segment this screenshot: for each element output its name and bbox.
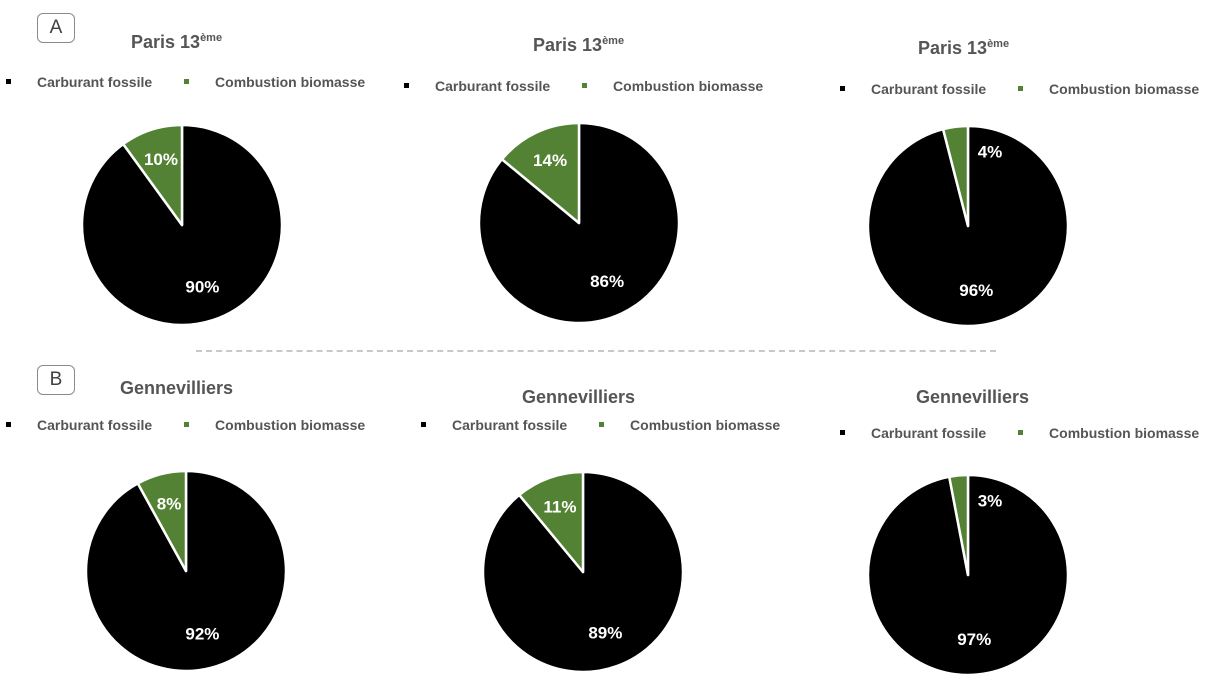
legend-label-fossil: Carburant fossile xyxy=(871,80,987,97)
chart-title: Gennevilliers xyxy=(522,387,635,408)
legend-item-biomass: Combustion biomasse xyxy=(184,74,365,90)
chart-title-text: Paris 13 xyxy=(918,38,988,58)
legend-label-biomass: Combustion biomasse xyxy=(613,77,764,94)
chart-legend: Carburant fossile Combustion biomasse xyxy=(840,78,1199,97)
legend-swatch-biomass xyxy=(599,422,605,427)
legend-label-biomass: Combustion biomasse xyxy=(1049,80,1200,97)
legend-item-fossil: Carburant fossile xyxy=(6,74,152,90)
legend-swatch-fossil xyxy=(840,430,845,435)
legend-label-fossil: Carburant fossile xyxy=(37,416,153,433)
data-label-fossil: 96% xyxy=(959,281,993,300)
data-label-biomass: 14% xyxy=(533,151,567,170)
legend-label-biomass: Combustion biomasse xyxy=(630,416,781,433)
data-label-fossil: 92% xyxy=(185,624,219,643)
chart-title-sup: ème xyxy=(602,35,625,47)
chart-title-sup: ème xyxy=(987,38,1010,50)
legend-item-biomass: Combustion biomasse xyxy=(1018,81,1199,97)
data-label-biomass: 11% xyxy=(543,498,576,517)
chart-legend: Carburant fossile Combustion biomasse xyxy=(421,414,780,433)
legend-swatch-fossil xyxy=(404,83,409,88)
legend-swatch-fossil xyxy=(421,422,426,427)
legend-label-biomass: Combustion biomasse xyxy=(1049,424,1200,441)
chart-title-sup: ème xyxy=(200,32,223,44)
chart-legend: Carburant fossile Combustion biomasse xyxy=(6,414,365,433)
pie-svg: 86% 14% xyxy=(477,121,681,325)
data-label-biomass: 8% xyxy=(157,495,182,514)
pie-svg: 97% 3% xyxy=(866,473,1070,675)
data-label-fossil: 86% xyxy=(590,272,624,291)
chart-title-text: Paris 13 xyxy=(131,32,201,52)
legend-item-biomass: Combustion biomasse xyxy=(582,78,763,94)
data-label-fossil: 97% xyxy=(957,630,991,649)
pie-slice-biomass xyxy=(518,470,585,574)
chart-legend: Carburant fossile Combustion biomasse xyxy=(840,422,1199,441)
legend-item-fossil: Carburant fossile xyxy=(404,78,550,94)
chart-title-text: Gennevilliers xyxy=(522,387,636,407)
legend-swatch-fossil xyxy=(6,422,11,427)
data-label-biomass: 10% xyxy=(144,150,178,169)
pie-slice-biomass xyxy=(121,123,184,227)
legend-label-fossil: Carburant fossile xyxy=(871,424,987,441)
legend-item-biomass: Combustion biomasse xyxy=(1018,425,1199,441)
pie-svg: 89% 11% xyxy=(481,470,685,674)
pie-slice-biomass xyxy=(500,121,581,225)
legend-swatch-fossil xyxy=(840,86,845,91)
chart-legend: Carburant fossile Combustion biomasse xyxy=(6,71,365,90)
legend-swatch-biomass xyxy=(1018,86,1024,91)
panel-label-b: B xyxy=(37,365,75,395)
section-divider xyxy=(196,350,996,352)
legend-swatch-biomass xyxy=(184,422,190,427)
data-label-fossil: 90% xyxy=(185,277,219,296)
legend-item-biomass: Combustion biomasse xyxy=(599,417,780,433)
pie-slice-biomass xyxy=(136,469,188,573)
chart-title: Paris 13ème xyxy=(918,38,1009,59)
legend-item-biomass: Combustion biomasse xyxy=(184,417,365,433)
chart-legend: Carburant fossile Combustion biomasse xyxy=(404,75,763,94)
pie-slice-biomass xyxy=(948,473,970,577)
legend-swatch-biomass xyxy=(582,83,588,88)
chart-title: Paris 13ème xyxy=(533,35,624,56)
pie-svg: 90% 10% xyxy=(80,123,284,327)
legend-swatch-fossil xyxy=(6,79,11,84)
panel-label-a: A xyxy=(37,13,75,43)
chart-title: Gennevilliers xyxy=(120,378,233,399)
chart-title-text: Paris 13 xyxy=(533,35,603,55)
legend-item-fossil: Carburant fossile xyxy=(6,417,152,433)
chart-title-text: Gennevilliers xyxy=(916,387,1030,407)
legend-swatch-biomass xyxy=(184,79,190,84)
legend-label-fossil: Carburant fossile xyxy=(435,77,551,94)
pie-svg: 92% 8% xyxy=(84,469,288,673)
legend-label-biomass: Combustion biomasse xyxy=(215,73,366,90)
legend-item-fossil: Carburant fossile xyxy=(840,425,986,441)
legend-item-fossil: Carburant fossile xyxy=(840,81,986,97)
data-label-fossil: 89% xyxy=(588,624,622,643)
pie-slice-biomass xyxy=(941,124,970,228)
legend-label-biomass: Combustion biomasse xyxy=(215,416,366,433)
pie-svg: 96% 4% xyxy=(866,124,1070,328)
legend-item-fossil: Carburant fossile xyxy=(421,417,567,433)
legend-swatch-biomass xyxy=(1018,430,1024,435)
data-label-biomass: 4% xyxy=(978,142,1003,161)
chart-title-text: Gennevilliers xyxy=(120,378,234,398)
legend-label-fossil: Carburant fossile xyxy=(37,73,153,90)
chart-title: Paris 13ème xyxy=(131,32,222,53)
legend-label-fossil: Carburant fossile xyxy=(452,416,568,433)
data-label-biomass: 3% xyxy=(978,491,1003,510)
chart-title: Gennevilliers xyxy=(916,387,1029,408)
